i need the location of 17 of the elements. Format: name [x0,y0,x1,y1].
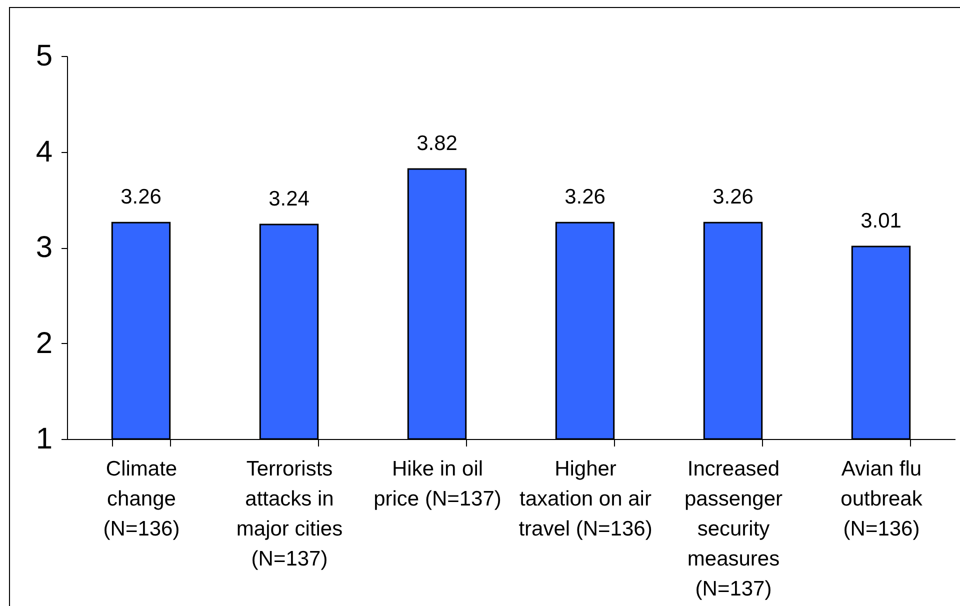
x-tick-label: Higher taxation on air travel (N=136) [518,458,652,540]
y-tick-label: 2 [36,326,52,360]
data-label: 3.26 [120,186,162,209]
x-tick-label: Hike in oil price (N=137) [374,458,502,510]
y-tick-label: 1 [36,422,52,456]
x-tick-label: Terrorists attacks in major cities (N=137) [236,458,343,570]
x-tick-label: Avian flu outbreak (N=136) [840,458,923,540]
x-tick-label: Increased passenger security measures (N=137) [684,458,783,600]
y-tick-label: 4 [36,135,52,168]
data-label: 3.26 [564,186,606,209]
data-label: 3.24 [268,188,310,211]
x-tick-label: Climate change (N=136) [103,458,180,540]
data-label: 3.26 [712,186,754,209]
data-label: 3.01 [860,210,902,233]
y-tick-label: 5 [36,40,52,72]
data-label: 3.82 [416,132,458,155]
y-tick-label: 3 [36,231,52,264]
